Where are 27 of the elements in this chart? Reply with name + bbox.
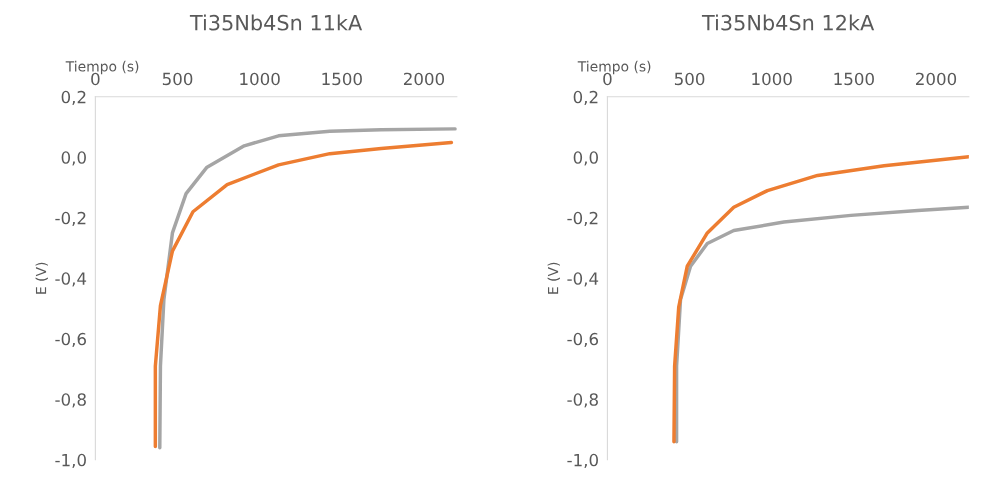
y-axis-title: E (V): [547, 262, 560, 294]
y-tick-label: -0,8: [567, 393, 598, 408]
x-tick-label: 2000: [403, 72, 445, 86]
x-tick-label: 1000: [752, 72, 792, 86]
x-tick-label: 500: [162, 72, 193, 86]
y-tick-label: -0,2: [567, 211, 598, 227]
line-series: [672, 154, 969, 444]
y-tick-label: -0,8: [55, 393, 86, 408]
x-tick-label: 500: [674, 72, 705, 86]
chart-title: Ti35Nb4Sn 11kA: [189, 14, 363, 31]
y-tick-label: 0,0: [61, 151, 86, 166]
y-tick-label: -0,6: [55, 332, 86, 348]
y-axis-title: E (V): [35, 262, 48, 294]
y-tick-label: -0,6: [567, 332, 599, 348]
x-tick-label: 1500: [322, 72, 362, 86]
y-tick-label: 0,0: [573, 151, 598, 166]
x-tick-label: 2000: [916, 72, 957, 86]
chart-title: Ti35Nb4Sn 12kA: [701, 14, 875, 31]
y-tick-label: 0,2: [61, 90, 86, 106]
y-tick-label: -1,0: [55, 453, 86, 469]
y-tick-label: 0,2: [573, 90, 598, 106]
y-tick-label: -0,2: [55, 211, 86, 227]
x-tick-label: 1500: [834, 72, 874, 86]
y-tick-label: -0,4: [55, 272, 87, 287]
x-tick-label: 1000: [240, 72, 280, 86]
y-tick-label: -1,0: [567, 453, 598, 469]
y-tick-label: -0,4: [567, 272, 599, 287]
